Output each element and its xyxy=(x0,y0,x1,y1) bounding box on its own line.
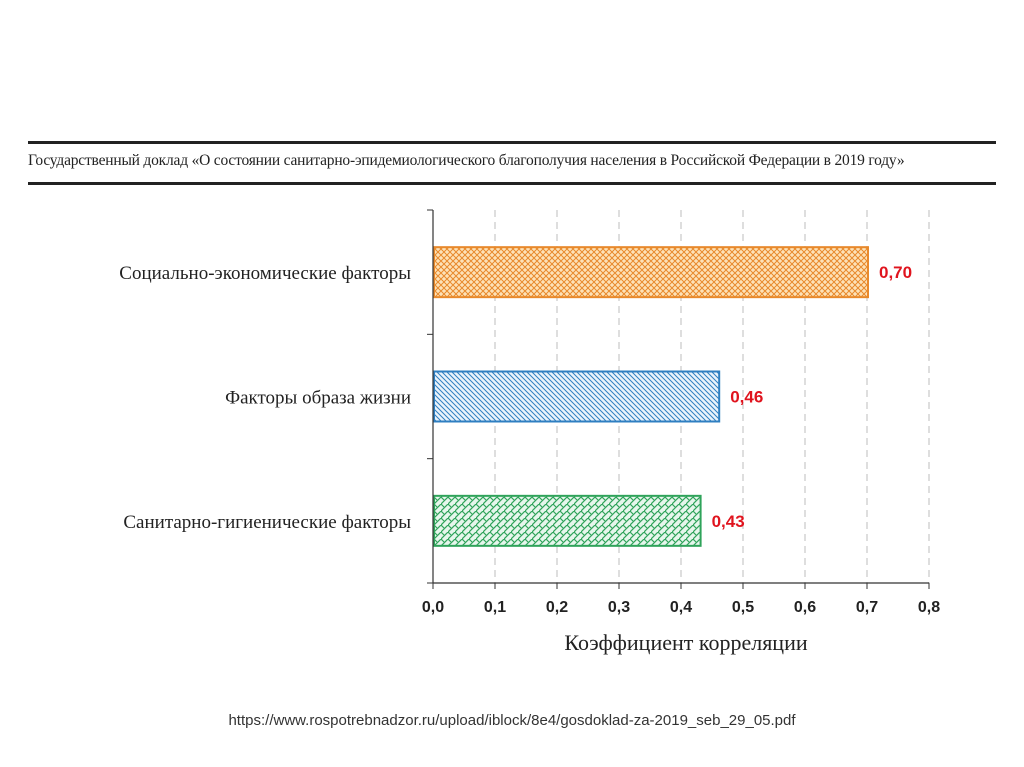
data-label: 0,70 xyxy=(879,263,912,282)
data-label: 0,43 xyxy=(712,512,745,531)
data-label: 0,46 xyxy=(730,388,763,407)
header-rule-bottom xyxy=(28,182,996,185)
x-tick-label: 0,1 xyxy=(484,599,506,616)
x-tick-label: 0,7 xyxy=(856,599,878,616)
x-tick-label: 0,4 xyxy=(670,599,692,616)
header-rule-top xyxy=(28,141,996,144)
x-tick-label: 0,6 xyxy=(794,599,816,616)
labels: 0,0 0,1 0,2 0,3 0,4 0,5 0,6 0,7 0,8 Социально-эко… xyxy=(119,263,940,655)
bars xyxy=(433,246,869,547)
bar xyxy=(433,246,869,299)
x-tick-label: 0,8 xyxy=(918,599,940,616)
report-title: Государственный доклад «О состоянии сани… xyxy=(28,152,905,169)
x-tick-label: 0,2 xyxy=(546,599,568,616)
bar xyxy=(433,494,702,547)
x-tick-label: 0,5 xyxy=(732,599,754,616)
category-label: Факторы образа жизни xyxy=(225,388,411,409)
x-axis-title: Коэффициент корреляции xyxy=(564,630,807,655)
bar xyxy=(433,370,721,423)
x-tick-label: 0,0 xyxy=(422,599,444,616)
source-link[interactable]: https://www.rospotrebnadzor.ru/upload/ib… xyxy=(228,712,796,729)
axes xyxy=(427,209,930,589)
category-label: Социально-экономические факторы xyxy=(119,263,411,284)
category-label: Санитарно-гигиенические факторы xyxy=(123,512,411,533)
x-tick-label: 0,3 xyxy=(608,599,630,616)
